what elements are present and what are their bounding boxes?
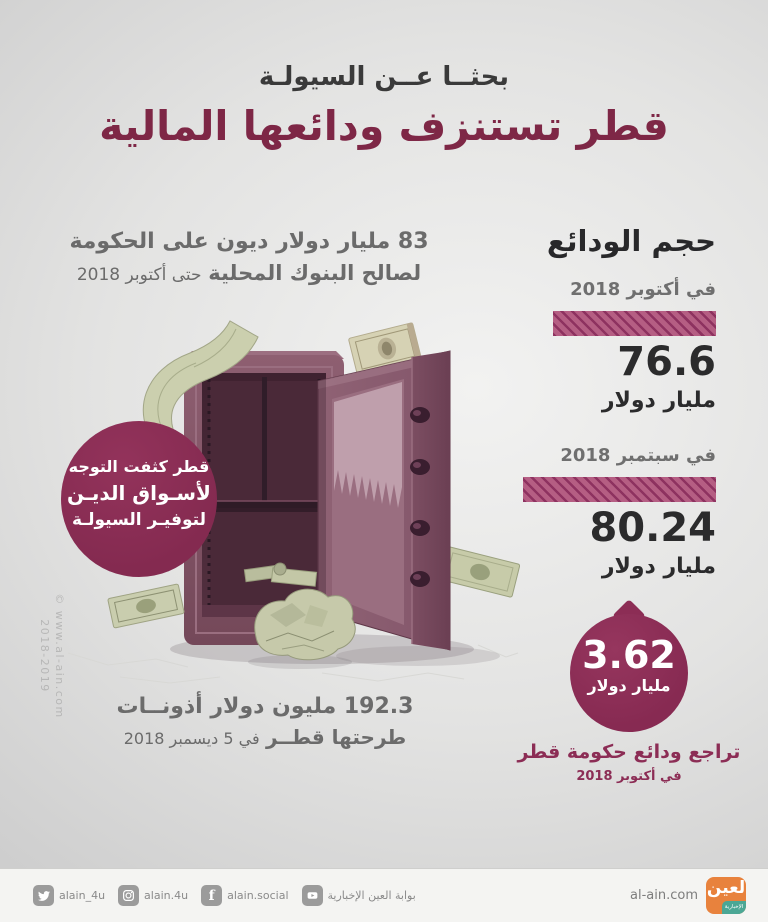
footer: alain_4u alain.4u f alain.social بوابة ا… (0, 868, 768, 922)
deposit-value-october: 76.6 (617, 339, 716, 385)
deposit-bar-october-wrap (523, 311, 716, 336)
crumpled-dollar-bill (248, 588, 356, 669)
twitter-link[interactable]: alain_4u (33, 885, 105, 906)
debt-note-line2: لصالح البنوك المحلية حتى أكتوبر 2018 (76, 261, 422, 285)
door-bolts (410, 407, 430, 587)
bills-note-line1: 192.3 مليون دولار أذونــات (116, 694, 414, 719)
debt-markets-bubble: قطر كثفت التوجه لأسـواق الديـن لتوفيـر ا… (61, 421, 217, 577)
dollar-bill-right (439, 546, 520, 598)
drop-circle: 3.62 مليار دولار (570, 614, 688, 732)
debt-note: 83 مليار دولار ديون على الحكومة لصالح ال… (34, 226, 464, 290)
debt-note-line1: 83 مليار دولار ديون على الحكومة (69, 229, 429, 254)
page-title: قطر تستنزف ودائعها المالية (99, 102, 669, 150)
site-url[interactable]: al-ain.com (630, 888, 698, 903)
deposits-title: حجم الودائع (546, 224, 716, 258)
youtube-link[interactable]: بوابة العين الإخبارية (301, 885, 416, 906)
deposit-bar-september-wrap (523, 477, 716, 502)
bills-note-line2: طرحتها قطــر في 5 ديسمبر 2018 (123, 725, 407, 749)
facebook-link[interactable]: f alain.social (201, 885, 289, 906)
dollar-bill-bottom-left (107, 583, 185, 629)
deposit-period-september: في سبتمبر 2018 (560, 445, 716, 466)
safe-door (317, 350, 451, 651)
instagram-icon (118, 885, 140, 906)
drop-unit: مليار دولار (587, 676, 671, 695)
deposit-bar-october (552, 311, 716, 336)
alain-logo-text: لعين (706, 878, 746, 898)
footer-right: al-ain.com لعين الإخبارية (630, 877, 746, 914)
alain-logo-sub: الإخبارية (722, 901, 746, 914)
twitter-handle: alain_4u (59, 889, 106, 902)
youtube-handle: بوابة العين الإخبارية (327, 889, 416, 902)
deposit-unit-october: مليار دولار (601, 388, 716, 413)
kicker-text: بحثــا عــن السيولـة (258, 62, 510, 92)
facebook-icon: f (201, 885, 223, 906)
instagram-handle: alain.4u (144, 889, 189, 902)
instagram-link[interactable]: alain.4u (118, 885, 188, 906)
drop-caption: تراجع ودائع حكومة قطر (517, 741, 741, 763)
drop-caption-period: في أكتوبر 2018 (576, 769, 682, 784)
deposit-period-october: في أكتوبر 2018 (570, 279, 716, 300)
social-links: alain_4u alain.4u f alain.social بوابة ا… (33, 885, 429, 906)
deposit-unit-september: مليار دولار (601, 554, 716, 579)
bills-on-floor (243, 562, 318, 587)
deposit-bar-september (523, 477, 716, 502)
treasury-bills-note: 192.3 مليون دولار أذونــات طرحتها قطــر … (50, 691, 480, 754)
twitter-icon (33, 885, 54, 906)
facebook-handle: alain.social (227, 889, 289, 902)
drop-value: 3.62 (582, 633, 676, 677)
alain-logo[interactable]: لعين الإخبارية (706, 877, 746, 914)
map-lines (67, 644, 519, 684)
youtube-icon (301, 885, 323, 906)
open-safe-illustration (67, 320, 520, 684)
qatar-flag-motif (334, 382, 402, 508)
deposit-value-september: 80.24 (589, 505, 716, 551)
